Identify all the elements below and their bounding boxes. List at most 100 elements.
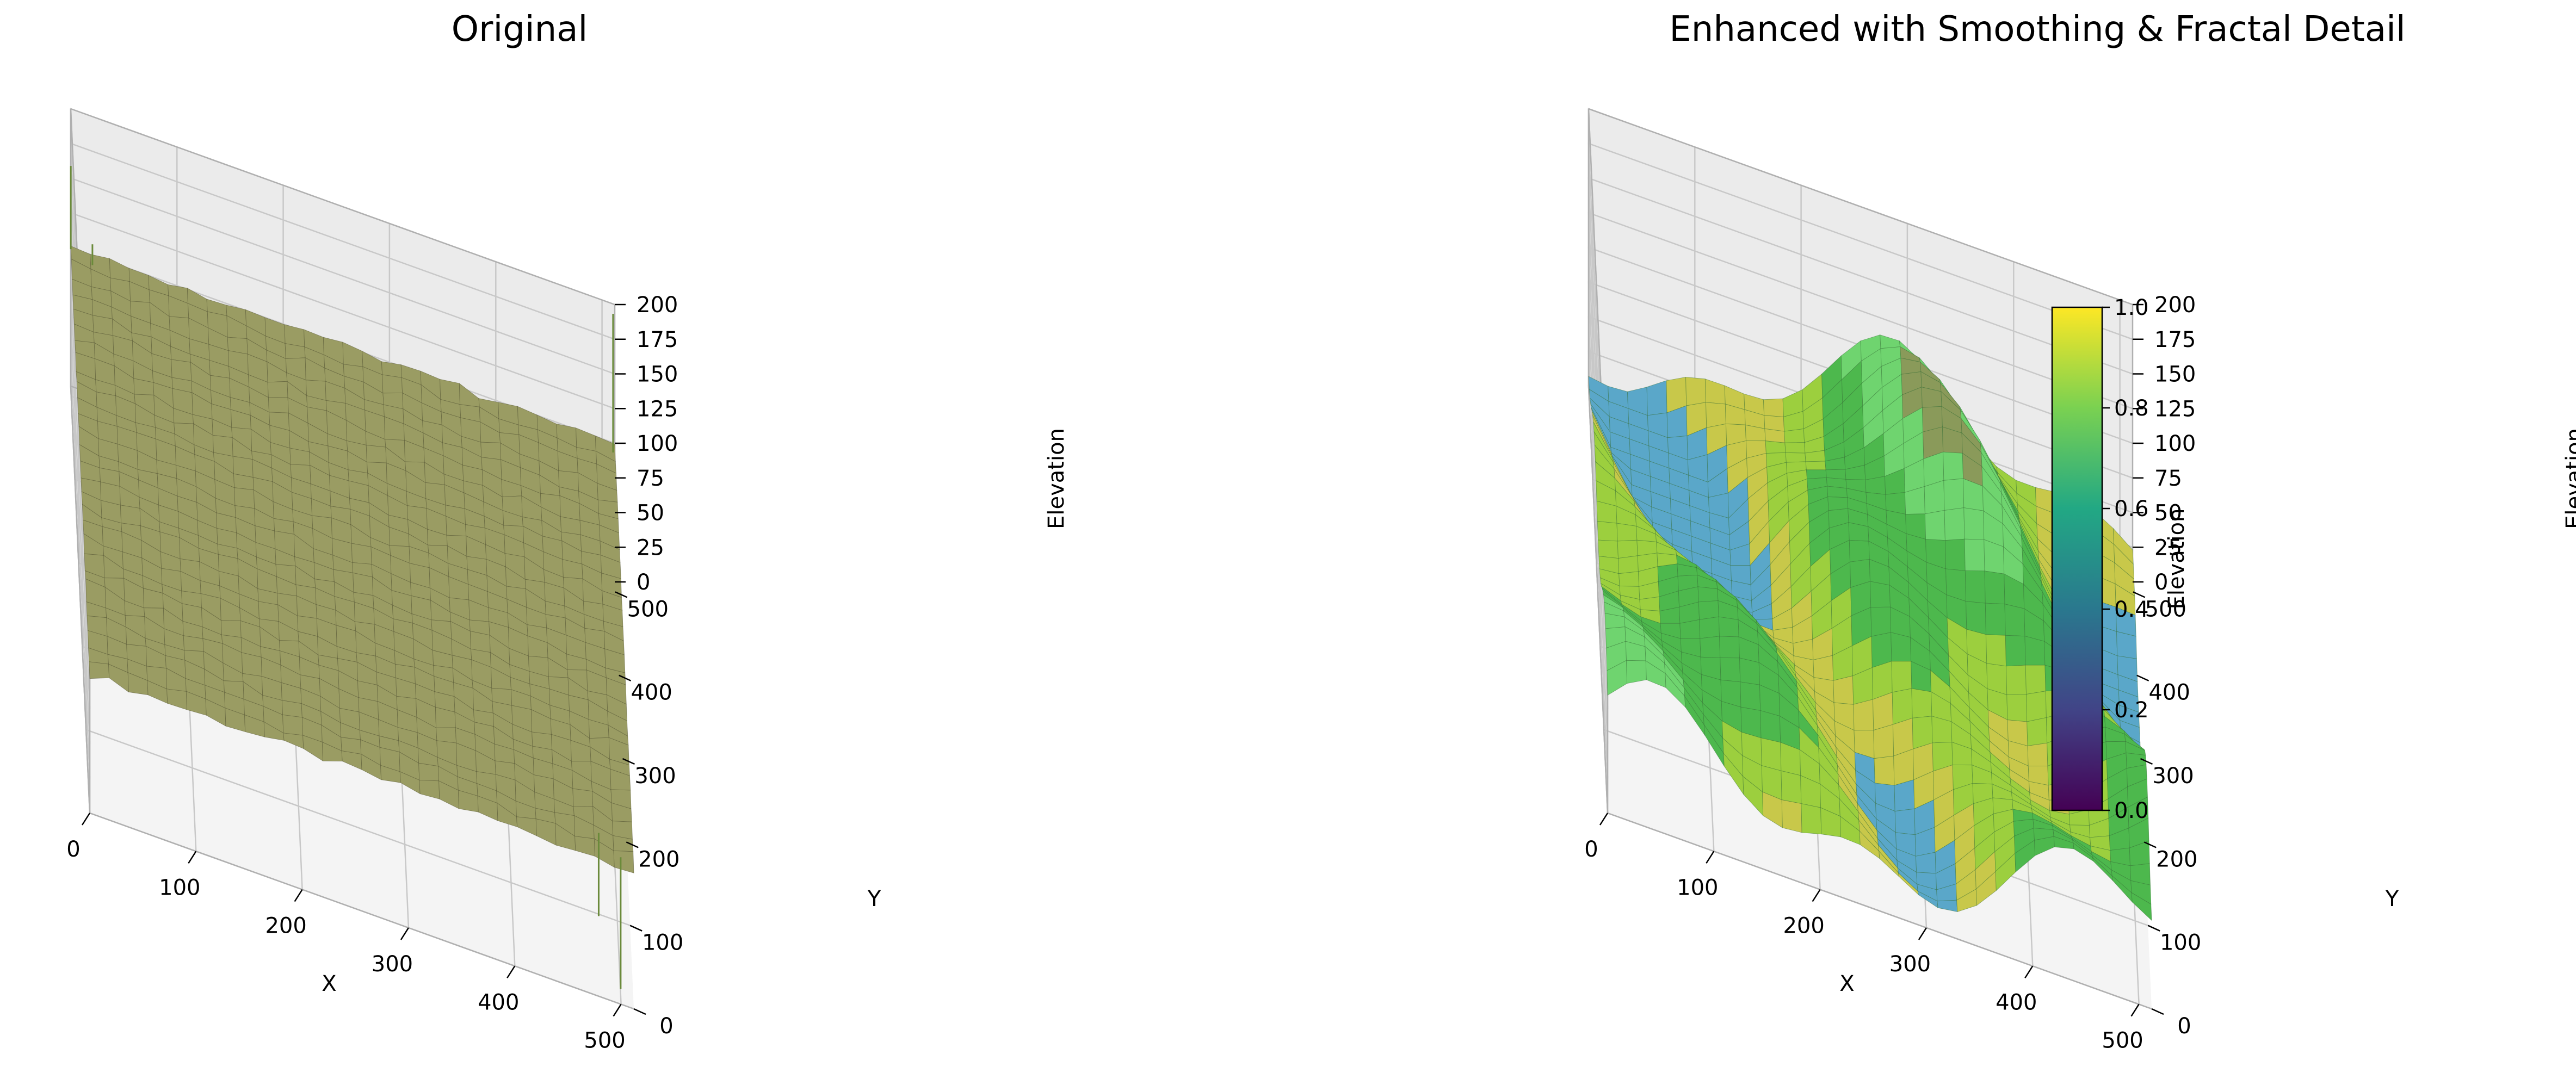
surface-facet xyxy=(1597,521,1618,542)
surface-facet xyxy=(1813,655,1834,681)
surface-facet xyxy=(1719,636,1740,659)
z-axis-label: Elevation xyxy=(2562,428,2576,529)
x-tick-label: 500 xyxy=(584,1028,625,1053)
surface-facet xyxy=(418,762,440,782)
surface-facet xyxy=(1618,555,1639,574)
y-tick-mark xyxy=(2143,841,2157,848)
surface-facet xyxy=(1894,779,1915,812)
y-tick-mark xyxy=(633,1008,646,1015)
surface-facet xyxy=(1626,660,1647,684)
surface-facet xyxy=(1764,428,1786,443)
y-tick-mark xyxy=(2133,591,2146,598)
surface-facet xyxy=(1739,658,1760,685)
panel-original: 0100200300400500010020030040050002550751… xyxy=(66,9,1069,1053)
surface-facet xyxy=(1849,540,1870,562)
surface-facet xyxy=(89,661,110,679)
surface-facet xyxy=(1699,616,1720,639)
surface-facet xyxy=(1805,461,1826,470)
colorbar: 0.0 0.2 0.4 0.6 0.8 1.0 Elevation xyxy=(2051,295,2189,823)
x-tick-mark xyxy=(1812,889,1821,902)
surface-facet xyxy=(1873,724,1894,759)
z-tick-label: 75 xyxy=(637,466,664,491)
surface-facet xyxy=(234,487,255,509)
surface-facet xyxy=(220,620,242,638)
x-tick-label: 500 xyxy=(2102,1028,2143,1053)
surface-facet xyxy=(1639,596,1660,612)
ticks: 0100200300400500010020030040050002550751… xyxy=(66,293,683,1053)
x-tick-label: 0 xyxy=(66,837,80,862)
surface-facet xyxy=(1827,486,1848,498)
x-tick-label: 300 xyxy=(372,952,413,977)
surface-facet xyxy=(2026,691,2047,722)
x-tick-mark xyxy=(188,851,197,864)
y-tick-mark xyxy=(2151,1008,2164,1015)
surface-facet xyxy=(1915,852,1936,874)
y-tick-label: 400 xyxy=(631,680,672,705)
z-tick-label: 125 xyxy=(637,396,678,421)
z-tick-label: 0 xyxy=(637,570,650,595)
surface-facet xyxy=(1870,606,1892,637)
colorbar-tick-label: 0.2 xyxy=(2114,698,2149,723)
surface xyxy=(70,166,634,989)
surface-facet xyxy=(1891,661,1912,693)
z-tick-label: 100 xyxy=(637,431,678,456)
surface-facet xyxy=(1984,570,2005,605)
surface-facet xyxy=(1617,540,1638,559)
y-tick-label: 0 xyxy=(659,1014,673,1039)
surface-facet xyxy=(1598,540,1619,559)
surface-facet xyxy=(480,442,502,460)
chart-title: Enhanced with Smoothing & Fractal Detail xyxy=(1669,9,2405,49)
x-tick-mark xyxy=(400,927,409,940)
y-tick-mark xyxy=(2140,758,2153,765)
z-tick-label: 200 xyxy=(2154,293,2196,318)
colorbar-tick-label: 0.0 xyxy=(2114,798,2149,823)
x-tick-label: 400 xyxy=(1996,990,2037,1015)
surface-facet xyxy=(183,635,204,652)
surface-facet xyxy=(2027,742,2048,766)
y-tick-label: 0 xyxy=(2177,1014,2191,1039)
z-tick-label: 200 xyxy=(637,293,678,318)
surface-facet xyxy=(1806,469,1827,479)
y-axis-label: Y xyxy=(2385,886,2399,911)
surface-facet xyxy=(1781,770,1802,804)
surface-facet xyxy=(2025,665,2046,695)
x-tick-label: 0 xyxy=(1584,837,1598,862)
y-tick-mark xyxy=(629,925,643,932)
x-tick-label: 300 xyxy=(1889,952,1931,977)
surface-facet xyxy=(613,850,634,873)
y-tick-mark xyxy=(622,758,635,765)
surface-facet xyxy=(1685,377,1706,406)
surface-facet xyxy=(1646,380,1667,416)
surface-facet xyxy=(2131,892,2152,921)
surface-facet xyxy=(1784,442,1806,454)
y-tick-label: 100 xyxy=(2160,931,2201,956)
y-tick-mark xyxy=(619,674,632,681)
surface-facet xyxy=(1718,616,1739,637)
y-tick-mark xyxy=(2136,674,2149,681)
surface-facet xyxy=(258,601,279,622)
surface-facet xyxy=(436,727,457,743)
surface-facet xyxy=(267,381,288,398)
x-tick-mark xyxy=(506,965,516,978)
surface-facet xyxy=(1760,737,1782,771)
x-tick-label: 400 xyxy=(478,990,519,1015)
colorbar-label: Elevation xyxy=(2164,509,2189,610)
surface-facet xyxy=(1765,441,1786,454)
z-tick-label: 50 xyxy=(2154,501,2182,526)
surface-facet xyxy=(171,359,192,381)
y-tick-mark xyxy=(626,841,639,848)
surface-facet xyxy=(1763,398,1784,418)
y-tick-label: 300 xyxy=(634,764,676,789)
surface-facet xyxy=(1963,507,1985,540)
colorbar-tick-label: 0.6 xyxy=(2114,497,2149,522)
surface-facet xyxy=(1894,808,1916,835)
surface-facet xyxy=(1619,571,1640,587)
x-tick-mark xyxy=(1706,851,1715,864)
z-tick-label: 175 xyxy=(2154,327,2196,352)
surface-facet xyxy=(2005,635,2026,667)
z-tick-label: 25 xyxy=(2154,535,2182,560)
surface-facet xyxy=(1616,523,1638,542)
surface-facet xyxy=(382,374,403,394)
y-tick-mark xyxy=(615,591,628,598)
surface-facet xyxy=(1760,710,1781,743)
